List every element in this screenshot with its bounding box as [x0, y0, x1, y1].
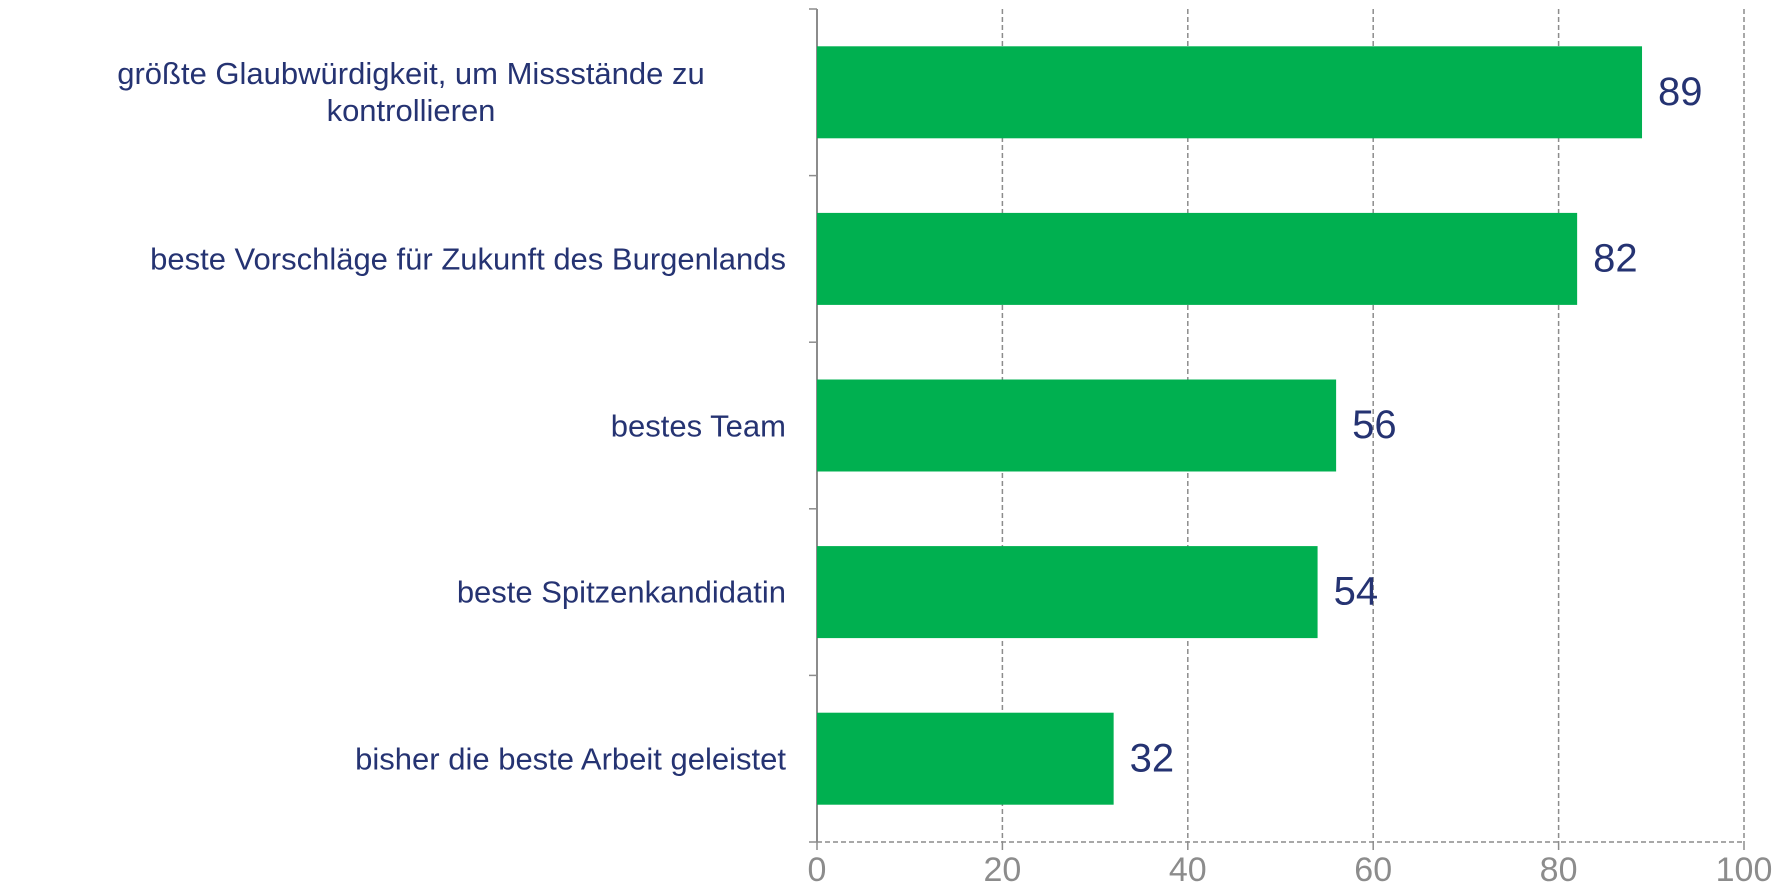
x-tick-label: 40 — [1169, 851, 1207, 889]
x-tick-label: 100 — [1716, 851, 1773, 889]
value-label: 82 — [1593, 236, 1638, 280]
x-tick-label: 80 — [1540, 851, 1578, 889]
x-tick-label: 20 — [983, 851, 1021, 889]
bar — [817, 212, 1578, 305]
value-label: 89 — [1658, 70, 1703, 114]
bar — [817, 712, 1114, 805]
bar — [817, 46, 1643, 139]
category-label: bestes Team — [610, 408, 786, 443]
category-label: beste Vorschläge für Zukunft des Burgenl… — [150, 241, 786, 277]
value-label: 56 — [1352, 403, 1397, 447]
category-label: größte Glaubwürdigkeit, um Missstände zu… — [117, 56, 705, 129]
x-tick-label: 0 — [808, 851, 827, 889]
bar — [817, 546, 1318, 639]
bar — [817, 379, 1337, 472]
x-tick-label: 60 — [1354, 851, 1392, 889]
category-label: bisher die beste Arbeit geleistet — [355, 741, 786, 777]
category-label: beste Spitzenkandidatin — [456, 574, 786, 610]
value-label: 54 — [1334, 570, 1379, 614]
value-label: 32 — [1130, 736, 1175, 780]
